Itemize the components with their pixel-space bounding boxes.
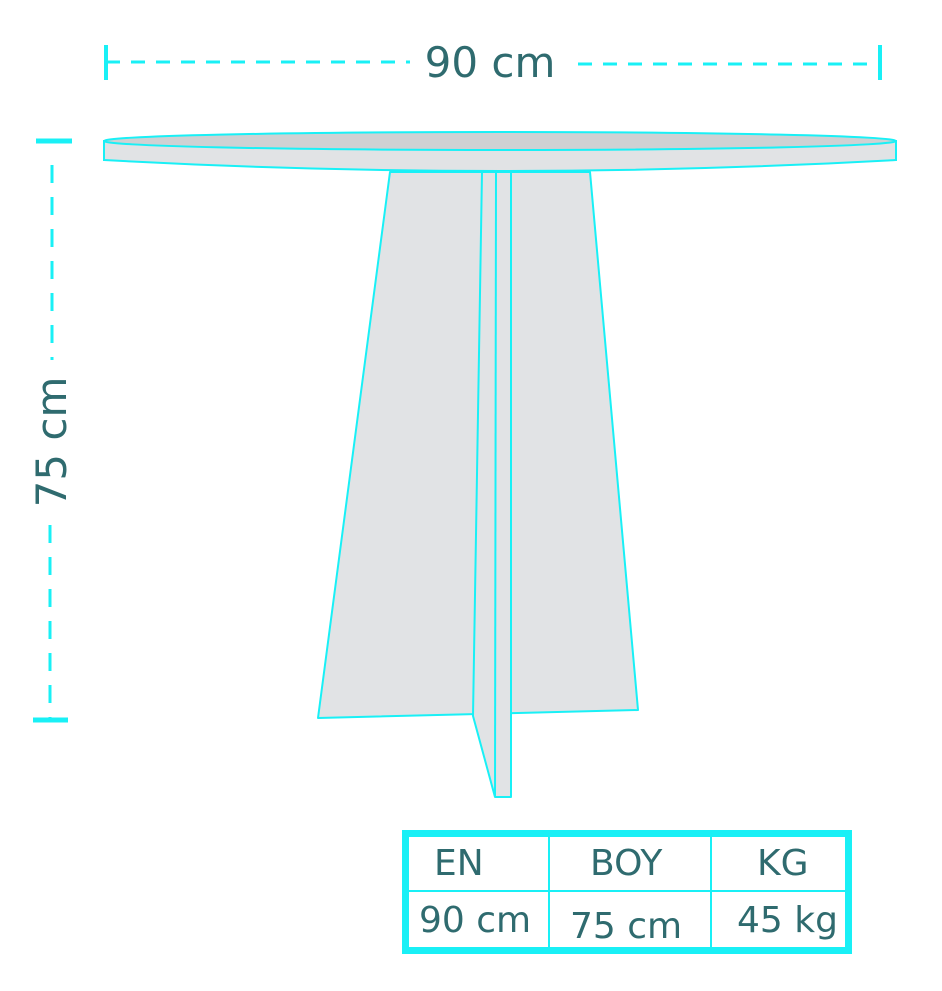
pedestal-fin-edge bbox=[494, 171, 497, 798]
width-dimension-label: 90 cm bbox=[425, 38, 556, 87]
specs-header-en: EN bbox=[409, 837, 550, 892]
table-top-surface bbox=[103, 131, 897, 151]
specs-value-boy: 75 cm bbox=[550, 892, 712, 947]
specs-value-en: 90 cm bbox=[409, 892, 550, 947]
specs-value-kg: 45 kg bbox=[737, 900, 838, 941]
height-dimension bbox=[33, 138, 72, 723]
specs-header-boy: BOY bbox=[550, 837, 712, 892]
width-dimension bbox=[104, 45, 882, 80]
table-top bbox=[103, 131, 897, 172]
table-base bbox=[317, 171, 639, 798]
pedestal-center-fin bbox=[472, 171, 512, 798]
specs-header-kg: KG bbox=[712, 837, 845, 892]
height-dimension-label: 75 cm bbox=[27, 377, 76, 508]
specs-table: EN BOY KG 90 cm 75 cm 45 kg bbox=[402, 830, 852, 954]
